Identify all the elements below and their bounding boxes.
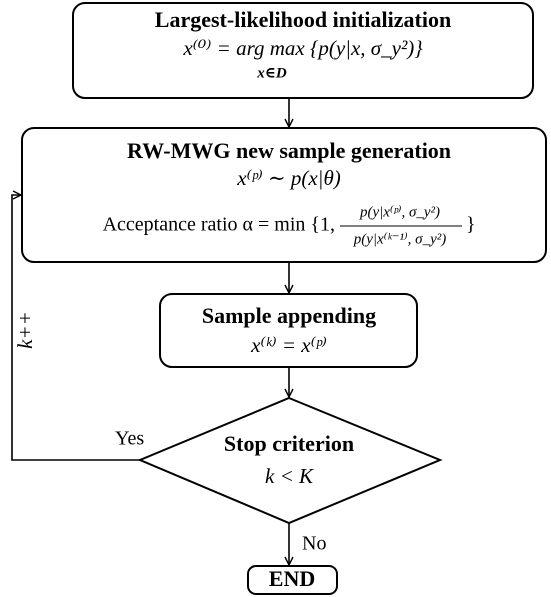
init-title: Largest-likelihood initialization bbox=[155, 7, 451, 32]
generation-formula: x⁽ᵖ⁾ ∼ p(x|θ) bbox=[236, 166, 341, 190]
init-formula: x⁽⁰⁾ = arg max {p(y|x, σ_y²)} bbox=[182, 36, 423, 60]
loop-label: k++ bbox=[13, 311, 37, 349]
ratio-close: } bbox=[466, 214, 476, 236]
append-formula: x⁽ᵏ⁾ = x⁽ᵖ⁾ bbox=[250, 333, 327, 357]
loop-arrow bbox=[11, 195, 140, 461]
init-subscript: x∈D bbox=[256, 65, 287, 81]
generation-title: RW-MWG new sample generation bbox=[127, 138, 451, 163]
append-title: Sample appending bbox=[202, 303, 376, 328]
stop-diamond bbox=[137, 396, 443, 525]
no-label: No bbox=[302, 533, 326, 555]
ratio-denominator: p(y|x⁽ᵏ⁻¹⁾, σ_y²) bbox=[353, 230, 446, 247]
ratio-label: Acceptance ratio α = min {1, bbox=[103, 214, 335, 236]
stop-formula: k < K bbox=[265, 464, 314, 488]
yes-label: Yes bbox=[115, 428, 144, 450]
end-title: END bbox=[269, 566, 315, 591]
end-box bbox=[247, 565, 338, 595]
generation-box bbox=[21, 127, 547, 263]
init-box bbox=[72, 2, 534, 99]
stop-title: Stop criterion bbox=[224, 431, 354, 456]
ratio-numerator: p(y|x⁽ᵖ⁾, σ_y²) bbox=[359, 203, 440, 220]
